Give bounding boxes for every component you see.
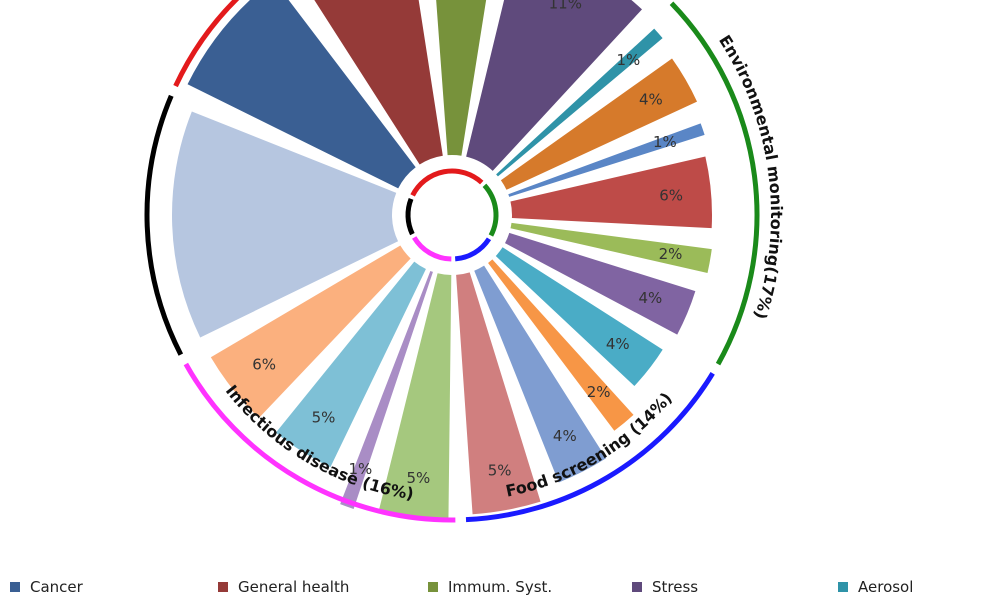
legend-item: Stress xyxy=(632,578,698,596)
slice-value-label: 2% xyxy=(587,383,611,401)
legend-swatch xyxy=(218,582,228,592)
slice-value-label: 1% xyxy=(653,133,677,151)
slice-value-label: 1% xyxy=(617,51,641,69)
group-arc xyxy=(173,0,240,88)
legend-item: General health xyxy=(218,578,349,596)
legend-label: Aerosol xyxy=(858,578,914,596)
inner-ring-arc xyxy=(412,236,452,262)
pie-slice xyxy=(488,259,634,431)
slice-value-label: 5% xyxy=(488,462,512,480)
pie-slice xyxy=(187,0,416,189)
pie-slice xyxy=(456,272,541,515)
slices-layer xyxy=(171,0,712,520)
slice-value-label: 4% xyxy=(553,427,577,445)
legend-label: Immum. Syst. xyxy=(448,578,553,596)
legend-label: General health xyxy=(238,578,350,596)
pie-slice xyxy=(495,247,663,386)
legend-item: Immum. Syst. xyxy=(428,578,552,596)
pie-slice xyxy=(496,28,663,177)
pie-slice xyxy=(171,111,399,338)
inner-ring-layer xyxy=(405,168,499,262)
legend-item: Aerosol xyxy=(838,578,913,596)
slice-value-label: 4% xyxy=(606,335,630,353)
group-arc xyxy=(465,372,715,523)
pie-slice xyxy=(436,0,487,156)
pie-slice xyxy=(510,222,712,273)
group-arc xyxy=(144,94,184,356)
slice-value-label: 4% xyxy=(638,289,662,307)
slice-labels-layer: 9%5%11%1%4%1%6%2%4%4%2%4%5%5%1%5%6% xyxy=(252,0,683,487)
legend-swatch xyxy=(428,582,438,592)
inner-ring-arc xyxy=(454,237,492,262)
legend-label: Stress xyxy=(652,578,699,596)
slice-value-label: 6% xyxy=(252,355,276,373)
group-arc xyxy=(183,362,456,523)
inner-ring-arc xyxy=(405,197,415,236)
pie-slice xyxy=(508,123,705,197)
pie-slice xyxy=(378,273,452,520)
pie-slice xyxy=(504,232,696,335)
inner-ring-arc xyxy=(410,168,484,197)
inner-ring-arc xyxy=(482,183,499,237)
slice-value-label: 4% xyxy=(639,91,663,109)
legend-item: Cancer xyxy=(10,578,83,596)
pie-slice xyxy=(474,265,607,483)
group-arcs-layer xyxy=(144,0,760,523)
legend-label: Cancer xyxy=(30,578,83,596)
group-arc xyxy=(669,1,760,366)
pie-slice xyxy=(210,245,411,418)
pie-slice xyxy=(466,0,642,171)
legend-swatch xyxy=(10,582,20,592)
slice-value-label: 5% xyxy=(312,409,336,427)
legend-swatch xyxy=(838,582,848,592)
legend: Cancer General health Immum. Syst. Stress Ae… xyxy=(0,578,1000,600)
slice-value-label: 11% xyxy=(549,0,582,12)
pie-slice xyxy=(510,156,712,229)
pie-slice xyxy=(340,270,433,509)
legend-swatch xyxy=(632,582,642,592)
slice-value-label: 1% xyxy=(349,460,373,478)
slice-value-label: 6% xyxy=(659,187,683,205)
slice-value-label: 2% xyxy=(659,245,683,263)
slice-value-label: 5% xyxy=(406,469,430,487)
pie-slice xyxy=(500,58,698,190)
pie-slice xyxy=(275,261,426,468)
pie-slice xyxy=(314,0,443,165)
